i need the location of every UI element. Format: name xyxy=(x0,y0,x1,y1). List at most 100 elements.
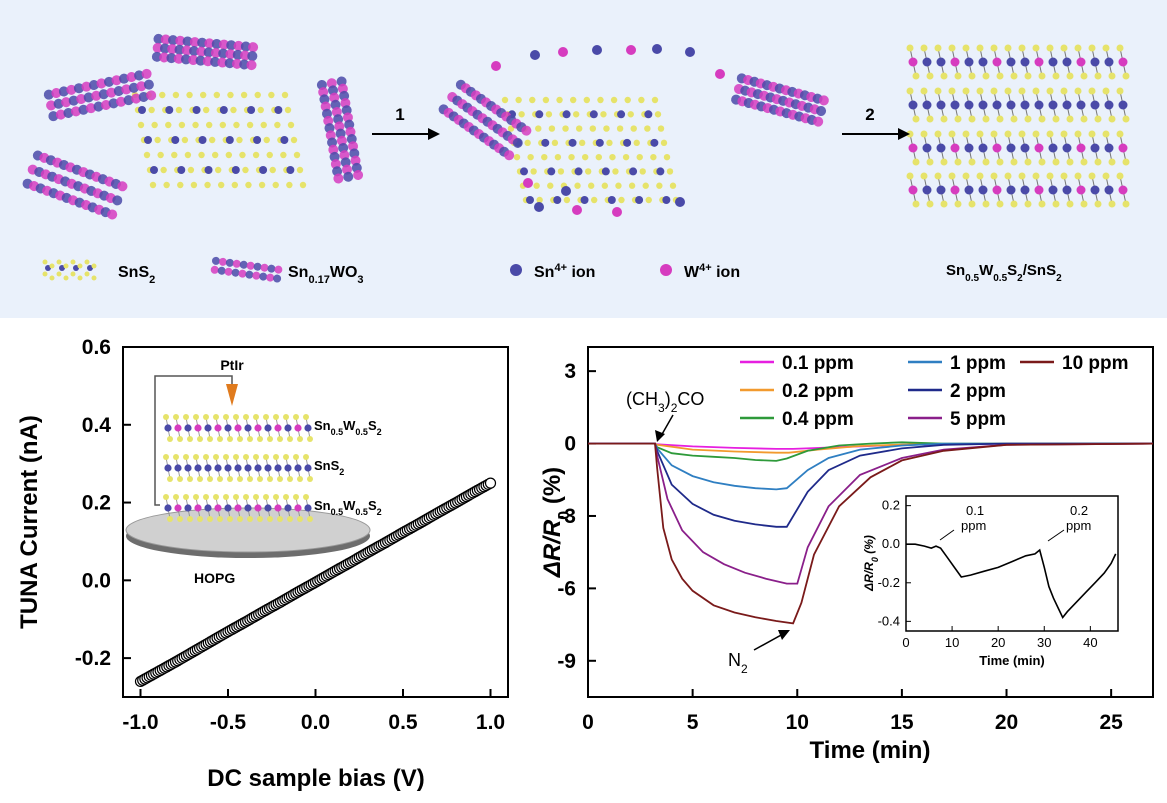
sulfur-atom xyxy=(246,121,254,129)
sulfur-atom xyxy=(154,136,161,144)
metal-atom xyxy=(1104,185,1114,195)
sulfur-atom xyxy=(91,263,97,269)
sulfur-atom xyxy=(638,96,645,104)
snwo-cluster-atom xyxy=(195,55,206,66)
sulfur-atom xyxy=(551,139,559,147)
sulfur-atom xyxy=(263,414,269,420)
sulfur-atom xyxy=(253,414,259,420)
sulfur-atom xyxy=(1018,44,1026,52)
tin-atom xyxy=(253,136,262,144)
metal-atom xyxy=(214,424,222,432)
sulfur-atom xyxy=(1102,87,1110,95)
snwo-cluster-atom xyxy=(211,256,220,265)
sulfur-atom xyxy=(1074,44,1082,52)
product-layer-1 xyxy=(906,44,1130,80)
inset-layer-2 xyxy=(163,454,313,482)
sulfur-atom xyxy=(912,158,920,166)
sulfur-atom xyxy=(1060,87,1068,95)
tuna-current-chart: -1.0 -0.5 0.0 0.5 1.0 -0.2 0.0 0.2 0.4 0.6 PtIr S… xyxy=(16,336,509,792)
metal-atom xyxy=(244,464,252,472)
sulfur-atom xyxy=(183,414,189,420)
sulfur-atom xyxy=(1004,172,1012,180)
snwo-cluster-atom xyxy=(159,52,170,63)
sulfur-atom xyxy=(934,130,942,138)
sulfur-atom xyxy=(920,130,928,138)
sulfur-atom xyxy=(669,182,677,189)
metal-atom xyxy=(1006,100,1016,110)
sulfur-atom xyxy=(529,96,536,104)
snwo-cluster-atom xyxy=(210,56,221,67)
sulfur-atom xyxy=(207,516,213,522)
snwo-cluster-atom xyxy=(203,47,214,58)
sulfur-atom xyxy=(173,414,179,420)
sulfur-atom xyxy=(541,153,548,161)
sulfur-atom xyxy=(1066,200,1074,208)
sulfur-atom xyxy=(976,172,984,180)
sulfur-atom xyxy=(42,271,48,277)
tin-atom xyxy=(59,265,65,271)
left-y-tick-label: 0.2 xyxy=(82,492,111,515)
snwo-cluster-atom xyxy=(210,47,221,58)
inset-series-line xyxy=(906,543,1117,619)
sulfur-atom xyxy=(968,72,976,80)
snwo-rod-topleft xyxy=(43,68,157,122)
metal-atom xyxy=(992,185,1002,195)
sulfur-atom xyxy=(976,130,984,138)
step1-arrowhead xyxy=(428,128,440,140)
metal-atom xyxy=(1104,143,1114,153)
snwo-cluster-atom xyxy=(78,104,89,115)
sulfur-atom xyxy=(1074,130,1082,138)
sulfur-atom xyxy=(178,121,186,129)
sulfur-atom xyxy=(1018,87,1026,95)
sulfur-atom xyxy=(515,96,522,104)
metal-atom xyxy=(1006,143,1016,153)
tin-atom xyxy=(644,110,653,119)
left-x-tick-label: -1.0 xyxy=(122,711,158,734)
sulfur-atom xyxy=(280,151,287,159)
snwo-cluster-atom xyxy=(91,90,102,101)
metal-atom xyxy=(264,464,272,472)
data-point xyxy=(484,477,497,489)
right-x-tick-label: 25 xyxy=(1099,711,1123,734)
legend-sns2-icon xyxy=(42,259,97,281)
sulfur-atom xyxy=(63,275,69,281)
sulfur-atom xyxy=(266,151,273,159)
sulfur-atom xyxy=(181,136,189,144)
inset-layer-3 xyxy=(163,494,313,522)
sulfur-atom xyxy=(1094,158,1102,166)
sulfur-atom xyxy=(663,153,671,161)
snwo-cluster-atom xyxy=(267,264,276,273)
sulfur-atom xyxy=(257,516,263,522)
sulfur-atom xyxy=(906,172,914,180)
metal-atom xyxy=(194,504,202,512)
metal-atom xyxy=(234,504,242,512)
snwo-cluster-atom xyxy=(131,93,142,104)
sulfur-atom xyxy=(1010,200,1018,208)
sulfur-atom xyxy=(1102,130,1110,138)
sulfur-atom xyxy=(56,259,62,265)
snwo-cluster-atom xyxy=(252,271,261,280)
sulfur-atom xyxy=(912,115,920,123)
metal-atom xyxy=(204,424,212,432)
tin-atom xyxy=(574,167,583,176)
sulfur-atom xyxy=(1066,72,1074,80)
inset-x-tick-label: 40 xyxy=(1083,635,1097,650)
sulfur-atom xyxy=(273,494,279,500)
gas-annotation-arrowhead xyxy=(655,430,665,442)
snwo-cluster-atom xyxy=(136,81,147,92)
sulfur-atom xyxy=(233,494,239,500)
snwo-cluster-atom xyxy=(246,60,257,71)
left-x-tick-label: 0.0 xyxy=(301,711,330,734)
snwo-cluster-atom xyxy=(126,72,137,83)
tin-atom xyxy=(177,166,186,174)
tin-atom xyxy=(45,265,51,271)
snwo-cluster-atom xyxy=(259,272,268,281)
metal-atom xyxy=(164,504,172,512)
tin-atom xyxy=(171,136,180,144)
sulfur-atom xyxy=(257,436,263,442)
tin-atom xyxy=(623,138,632,147)
left-y-tick-label: -0.2 xyxy=(75,647,111,670)
sulfur-atom xyxy=(1080,72,1088,80)
metal-atom xyxy=(992,100,1002,110)
sulfur-atom xyxy=(990,172,998,180)
